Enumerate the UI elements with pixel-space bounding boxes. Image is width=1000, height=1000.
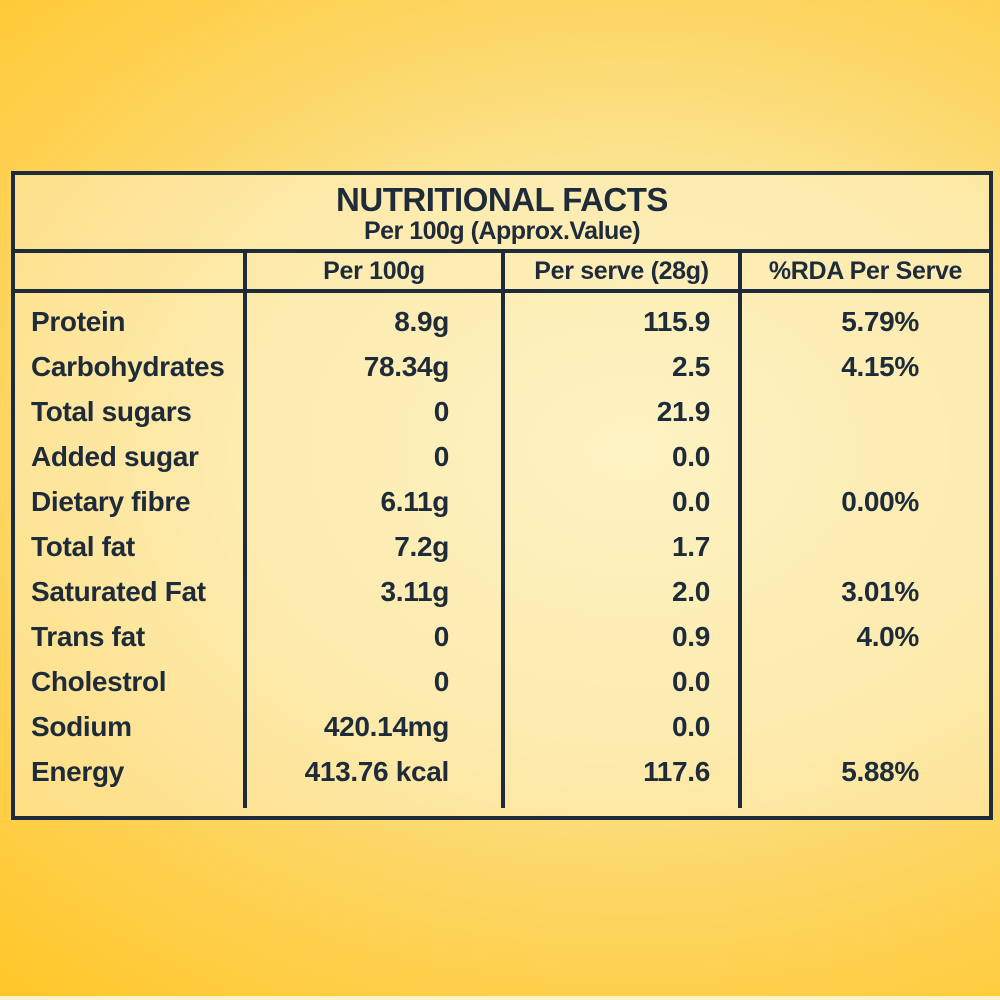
value-rda: 5.88% [841,755,919,787]
row-label-saturated-fat: Saturated Fat [31,575,206,607]
row-label-carbohydrates: Carbohydrates [31,350,225,382]
value-per-100g: 0 [433,395,450,427]
column-header-per-serve: Per serve (28g) [501,253,738,289]
per-serve-column: 115.9 2.5 21.9 0.0 0.0 1.7 2.0 0.9 0.0 0… [501,293,738,808]
value-rda [742,704,989,749]
bottom-edge-strip [0,996,1000,1000]
value-per-100g: 7.2g [394,530,449,562]
value-rda: 0.00% [841,485,919,517]
value-per-serve: 117.6 [643,755,710,787]
value-per-100g: 6.11g [380,485,450,517]
value-per-100g: 0 [433,620,450,652]
rda-per-serve-column: 5.79% 4.15% 0.00% 3.01% 4.0% 5.88% [738,293,989,808]
value-rda [742,389,989,434]
column-header-nutrient [15,253,243,289]
value-per-100g: 413.76 kcal [304,755,450,787]
row-label-added-sugar: Added sugar [31,440,199,472]
row-label-trans-fat: Trans fat [31,620,145,652]
column-header-per-100g: Per 100g [243,253,501,289]
value-rda: 5.79% [841,305,919,337]
row-label-protein: Protein [31,305,126,337]
value-rda: 4.15% [841,350,919,382]
value-rda [742,659,989,704]
value-rda: 3.01% [841,575,919,607]
value-per-serve: 1.7 [672,530,710,562]
value-rda: 4.0% [856,620,919,652]
column-header-rda-per-serve: %RDA Per Serve [738,253,989,289]
panel-title-box: NUTRITIONAL FACTS Per 100g (Approx.Value… [15,175,989,253]
nutrient-label-column: Protein Carbohydrates Total sugars Added… [15,293,243,808]
value-per-100g: 420.14mg [323,710,449,742]
row-label-dietary-fibre: Dietary fibre [31,485,191,517]
row-label-total-sugars: Total sugars [31,395,192,427]
value-per-100g: 78.34g [363,350,450,382]
nutrition-table-body: Protein Carbohydrates Total sugars Added… [15,293,989,808]
value-per-serve: 21.9 [656,395,711,427]
value-per-serve: 0.9 [672,620,710,652]
value-per-serve: 0.0 [672,665,710,697]
value-per-serve: 0.0 [672,485,710,517]
row-label-energy: Energy [31,755,125,787]
value-per-serve: 115.9 [643,305,710,337]
value-rda [742,434,989,479]
value-rda [742,524,989,569]
value-per-100g: 0 [433,440,450,472]
row-label-sodium: Sodium [31,710,132,742]
value-per-100g: 0 [433,665,450,697]
value-per-100g: 8.9g [394,305,449,337]
row-label-cholestrol: Cholestrol [31,665,167,697]
value-per-serve: 2.0 [672,575,710,607]
panel-subtitle: Per 100g (Approx.Value) [363,217,641,245]
column-header-row: Per 100g Per serve (28g) %RDA Per Serve [15,253,989,293]
value-per-serve: 0.0 [672,710,710,742]
panel-title: NUTRITIONAL FACTS [336,181,668,218]
value-per-serve: 2.5 [672,350,710,382]
nutrition-facts-panel: NUTRITIONAL FACTS Per 100g (Approx.Value… [11,171,993,820]
row-label-total-fat: Total fat [31,530,135,562]
value-per-100g: 3.11g [380,575,450,607]
per-100g-column: 8.9g 78.34g 0 0 6.11g 7.2g 3.11g 0 0 420… [243,293,501,808]
value-per-serve: 0.0 [672,440,710,472]
